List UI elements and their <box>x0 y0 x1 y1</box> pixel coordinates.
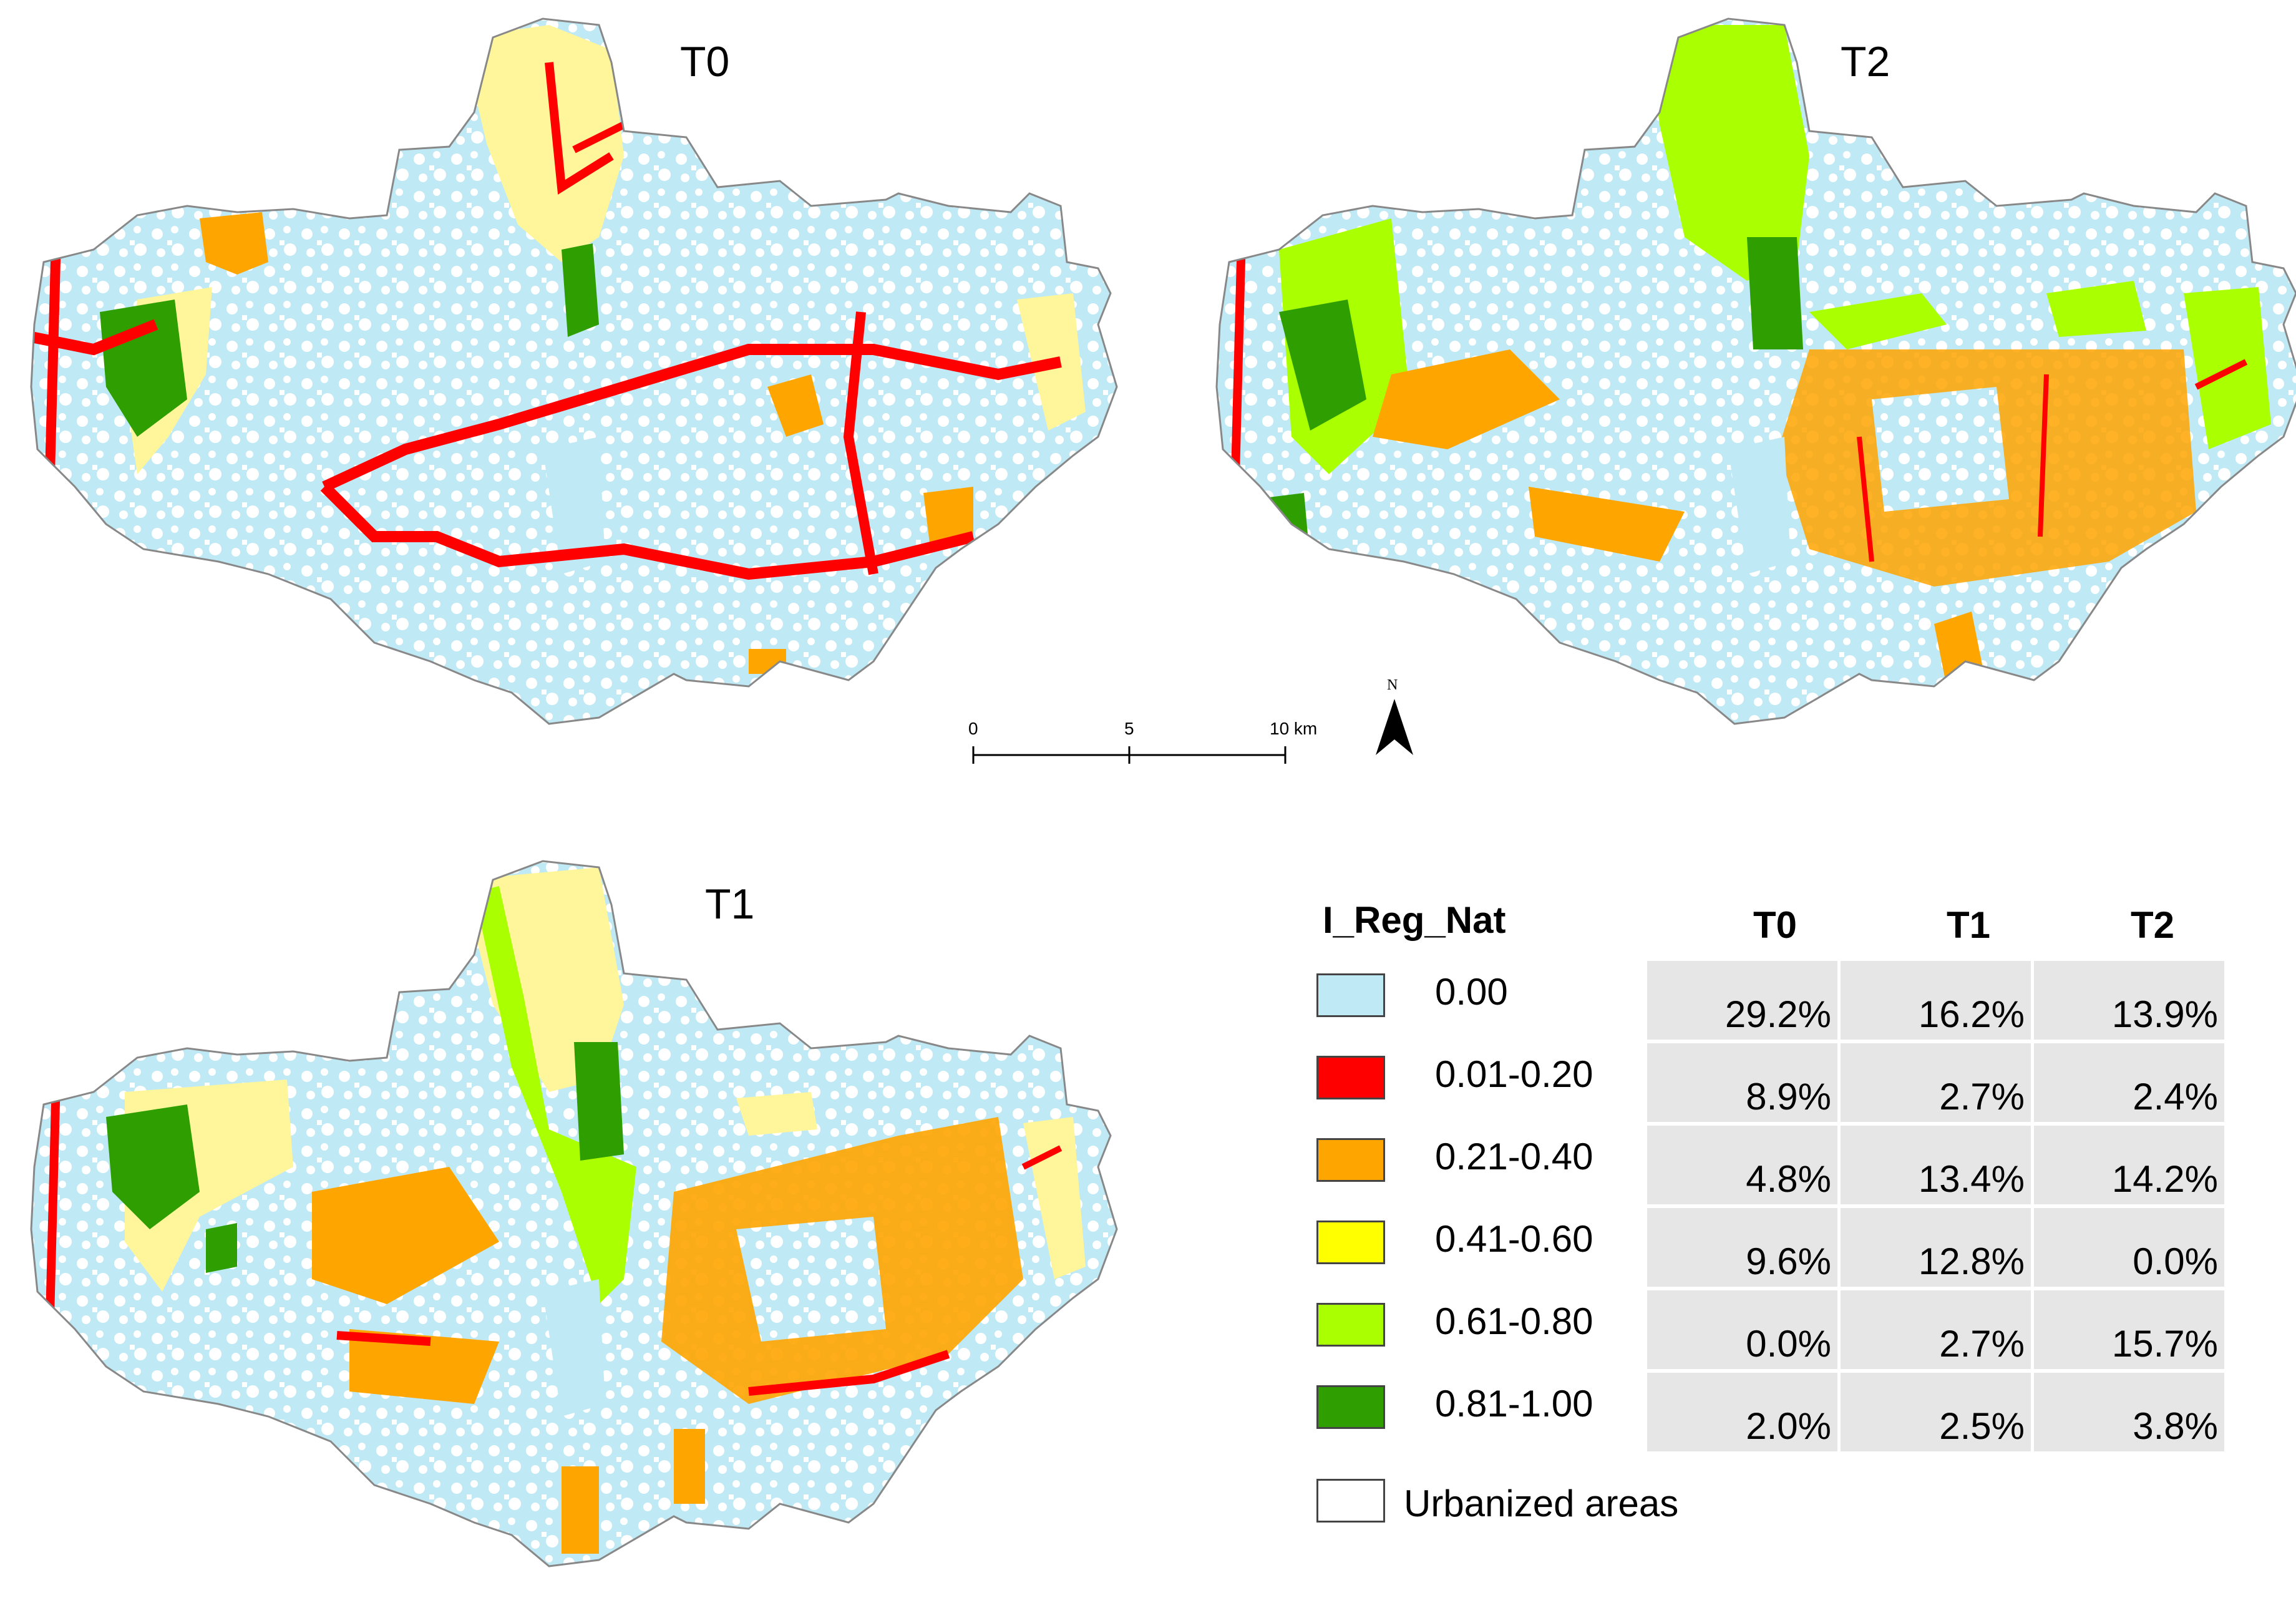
scale-bar: 0 5 10 km <box>961 711 1348 774</box>
legend-value-cell: 12.8% <box>1841 1208 2031 1287</box>
map-t2: T2 <box>1185 0 2296 761</box>
legend-swatch <box>1316 1138 1385 1182</box>
legend-value-cell: 14.2% <box>2034 1126 2224 1204</box>
map-t0-svg <box>30 17 1118 725</box>
legend-title: I_Reg_Nat <box>1323 899 1506 941</box>
north-arrow: N <box>1369 677 1419 771</box>
legend-value-cell: 9.6% <box>1647 1208 1837 1287</box>
legend-class-label: 0.00 <box>1435 971 1508 1013</box>
legend: I_Reg_Nat T0 T1 T2 0.00 29.2% 16.2% 13.9% 0.… <box>1310 874 2259 1560</box>
scale-tick-0: 0 <box>968 719 978 738</box>
legend-col-t2: T2 <box>2130 904 2175 946</box>
map-t1: T1 <box>0 842 1136 1610</box>
legend-col-t1: T1 <box>1946 904 1991 946</box>
legend-value-cell: 13.4% <box>1841 1126 2031 1204</box>
legend-value-cell: 0.0% <box>1647 1290 1837 1369</box>
legend-swatch <box>1316 1385 1385 1429</box>
legend-swatch <box>1316 1221 1385 1264</box>
map-title-t0: T0 <box>680 38 730 85</box>
legend-value-cell: 2.4% <box>2034 1043 2224 1122</box>
legend-value-cell: 2.0% <box>1647 1373 1837 1451</box>
legend-col-t0: T0 <box>1753 904 1797 946</box>
legend-class-label: 0.61-0.80 <box>1435 1300 1593 1342</box>
legend-value-cell: 2.7% <box>1841 1290 2031 1369</box>
legend-value-cell: 4.8% <box>1647 1126 1837 1204</box>
map-t0: T0 <box>0 0 1136 761</box>
legend-value-cell: 16.2% <box>1841 961 2031 1040</box>
legend-value-cell: 2.7% <box>1841 1043 2031 1122</box>
legend-value-cell: 29.2% <box>1647 961 1837 1040</box>
scale-tick-5: 5 <box>1124 719 1134 738</box>
north-arrow-icon <box>1376 699 1413 755</box>
scale-tick-10: 10 km <box>1270 719 1318 738</box>
legend-class-label: 0.01-0.20 <box>1435 1053 1593 1095</box>
legend-swatch <box>1316 973 1385 1017</box>
legend-value-cell: 15.7% <box>2034 1290 2224 1369</box>
legend-swatch <box>1316 1056 1385 1099</box>
legend-value-cell: 13.9% <box>2034 961 2224 1040</box>
scale-bar-svg <box>972 746 1287 764</box>
legend-class-label: 0.21-0.40 <box>1435 1136 1593 1177</box>
legend-value-cell: 3.8% <box>2034 1373 2224 1451</box>
legend-value-cell: 0.0% <box>2034 1208 2224 1287</box>
north-arrow-label: N <box>1387 677 1398 693</box>
map-t2-svg <box>1215 17 2296 725</box>
map-title-t2: T2 <box>1841 38 1890 85</box>
legend-value-cell: 2.5% <box>1841 1373 2031 1451</box>
legend-swatch <box>1316 1303 1385 1347</box>
legend-class-label: 0.81-1.00 <box>1435 1383 1593 1425</box>
legend-value-cell: 8.9% <box>1647 1043 1837 1122</box>
legend-urban-label: Urbanized areas <box>1404 1483 1679 1524</box>
map-t1-svg <box>30 860 1118 1567</box>
legend-swatch-urban <box>1316 1479 1385 1523</box>
map-title-t1: T1 <box>705 880 755 928</box>
legend-class-label: 0.41-0.60 <box>1435 1218 1593 1260</box>
